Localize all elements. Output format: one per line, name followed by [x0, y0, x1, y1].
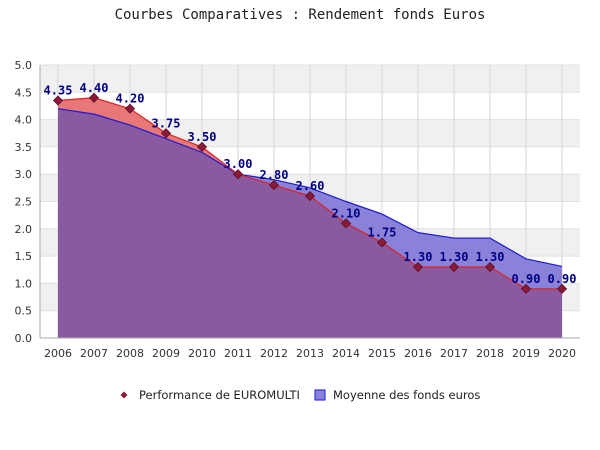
y-tick-label: 2.0	[15, 223, 33, 236]
x-tick-label: 2011	[224, 347, 252, 360]
x-tick-label: 2009	[152, 347, 180, 360]
data-point	[484, 261, 496, 273]
y-tick-label: 3.5	[15, 141, 33, 154]
axes: 0.0 0.5 1.0 1.5 2.0 2.5 3.0 3.5 4.0 4.5 5.0 2006 200…	[15, 59, 580, 360]
data-label: 4.40	[80, 81, 109, 95]
series-markers	[52, 92, 568, 294]
data-point	[52, 95, 64, 106]
y-tick-label: 4.0	[15, 114, 33, 127]
x-tick-label: 2014	[332, 347, 360, 360]
x-tick-label: 2008	[116, 347, 144, 360]
data-point	[520, 283, 532, 294]
data-point	[340, 218, 352, 229]
data-point	[556, 283, 568, 294]
data-label: 1.30	[404, 250, 433, 264]
chart-title: Courbes Comparatives : Rendement fonds E…	[115, 7, 486, 23]
data-label: 1.30	[440, 250, 469, 264]
x-tick-label: 2019	[512, 347, 540, 360]
data-label: 1.30	[476, 250, 505, 264]
data-label: 4.35	[44, 83, 73, 97]
legend-marker-performance	[120, 391, 128, 399]
data-point	[232, 169, 244, 180]
data-point	[196, 141, 208, 152]
x-tick-label: 2006	[44, 347, 72, 360]
x-tick-label: 2016	[404, 347, 432, 360]
y-tick-label: 2.5	[15, 196, 33, 209]
data-label: 4.20	[116, 92, 145, 106]
data-point	[88, 92, 100, 103]
y-tick-label: 1.0	[15, 277, 33, 290]
data-label: 1.75	[368, 225, 397, 239]
legend-marker-moyenne	[314, 389, 326, 401]
data-label: 3.50	[188, 130, 217, 144]
legend-label-moyenne: Moyenne des fonds euros	[333, 388, 480, 402]
data-label: 3.00	[224, 157, 253, 171]
x-tick-label: 2017	[440, 347, 468, 360]
data-point	[124, 103, 136, 114]
data-label: 2.60	[296, 179, 325, 193]
y-tick-label: 1.5	[15, 250, 33, 263]
data-point	[160, 128, 172, 139]
y-tick-label: 3.0	[15, 168, 33, 181]
data-label: 3.75	[152, 116, 181, 130]
data-point	[304, 190, 316, 202]
data-label: 0.90	[548, 272, 577, 286]
legend-item-performance: Performance de EUROMULTI	[120, 388, 300, 402]
y-tick-label: 5.0	[15, 59, 33, 72]
line-moyenne	[57, 108, 563, 268]
series-areas	[57, 97, 563, 339]
data-label: 2.10	[332, 206, 361, 220]
y-tick-label: 0.0	[15, 332, 33, 345]
x-tick-label: 2020	[548, 347, 576, 360]
data-point	[448, 261, 460, 273]
data-point	[268, 180, 280, 191]
legend-label-performance: Performance de EUROMULTI	[139, 388, 300, 402]
x-tick-label: 2007	[80, 347, 108, 360]
data-label: 0.90	[512, 272, 541, 286]
data-label: 2.80	[260, 168, 289, 182]
legend: Performance de EUROMULTI Moyenne des fon…	[120, 388, 480, 402]
data-point	[412, 261, 424, 273]
area-overlap	[58, 108, 562, 339]
x-tick-label: 2013	[296, 347, 324, 360]
x-tick-label: 2012	[260, 347, 288, 360]
data-point	[376, 237, 388, 248]
y-tick-label: 0.5	[15, 305, 33, 318]
x-tick-label: 2010	[188, 347, 216, 360]
y-tick-label: 4.5	[15, 86, 33, 99]
legend-item-moyenne: Moyenne des fonds euros	[314, 388, 480, 402]
x-tick-label: 2018	[476, 347, 504, 360]
x-tick-label: 2015	[368, 347, 396, 360]
data-labels: 4.35 4.40 4.20 3.75 3.50 3.00 2.80 2.60 2.10 1.75…	[44, 81, 577, 286]
